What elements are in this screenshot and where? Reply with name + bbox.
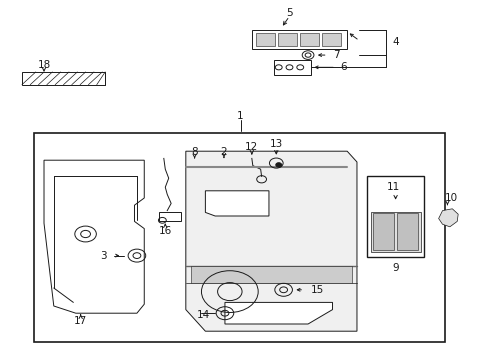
Bar	[159, 212, 181, 221]
Text: 1: 1	[237, 111, 244, 121]
Text: 8: 8	[191, 147, 198, 157]
Text: 6: 6	[339, 62, 346, 72]
Text: 17: 17	[74, 316, 87, 327]
Bar	[22, 72, 105, 85]
Bar	[366, 176, 424, 257]
Polygon shape	[185, 151, 356, 331]
Text: 10: 10	[444, 193, 457, 203]
Bar	[299, 33, 319, 46]
Circle shape	[275, 163, 281, 167]
Text: 2: 2	[220, 147, 227, 157]
Bar	[372, 213, 393, 250]
Bar	[273, 60, 310, 75]
Text: 13: 13	[269, 139, 283, 149]
Polygon shape	[214, 161, 234, 177]
Bar	[34, 133, 444, 342]
Text: 11: 11	[386, 182, 399, 192]
Polygon shape	[187, 162, 203, 176]
Text: 16: 16	[158, 226, 172, 236]
Text: 4: 4	[392, 37, 399, 48]
Polygon shape	[205, 191, 268, 216]
Text: 18: 18	[37, 60, 51, 70]
Text: 14: 14	[197, 310, 210, 320]
Polygon shape	[224, 302, 332, 324]
Bar	[255, 33, 275, 46]
Polygon shape	[438, 209, 457, 227]
Text: 9: 9	[391, 263, 398, 273]
Polygon shape	[44, 160, 144, 313]
Bar	[396, 213, 417, 250]
Bar	[321, 33, 341, 46]
Text: 3: 3	[100, 251, 106, 261]
Text: 5: 5	[285, 8, 292, 18]
Text: 15: 15	[310, 285, 323, 295]
Bar	[277, 33, 297, 46]
Bar	[190, 266, 351, 283]
Text: 12: 12	[244, 142, 258, 152]
Bar	[370, 211, 420, 252]
Text: 7: 7	[333, 50, 340, 60]
Bar	[251, 30, 346, 49]
